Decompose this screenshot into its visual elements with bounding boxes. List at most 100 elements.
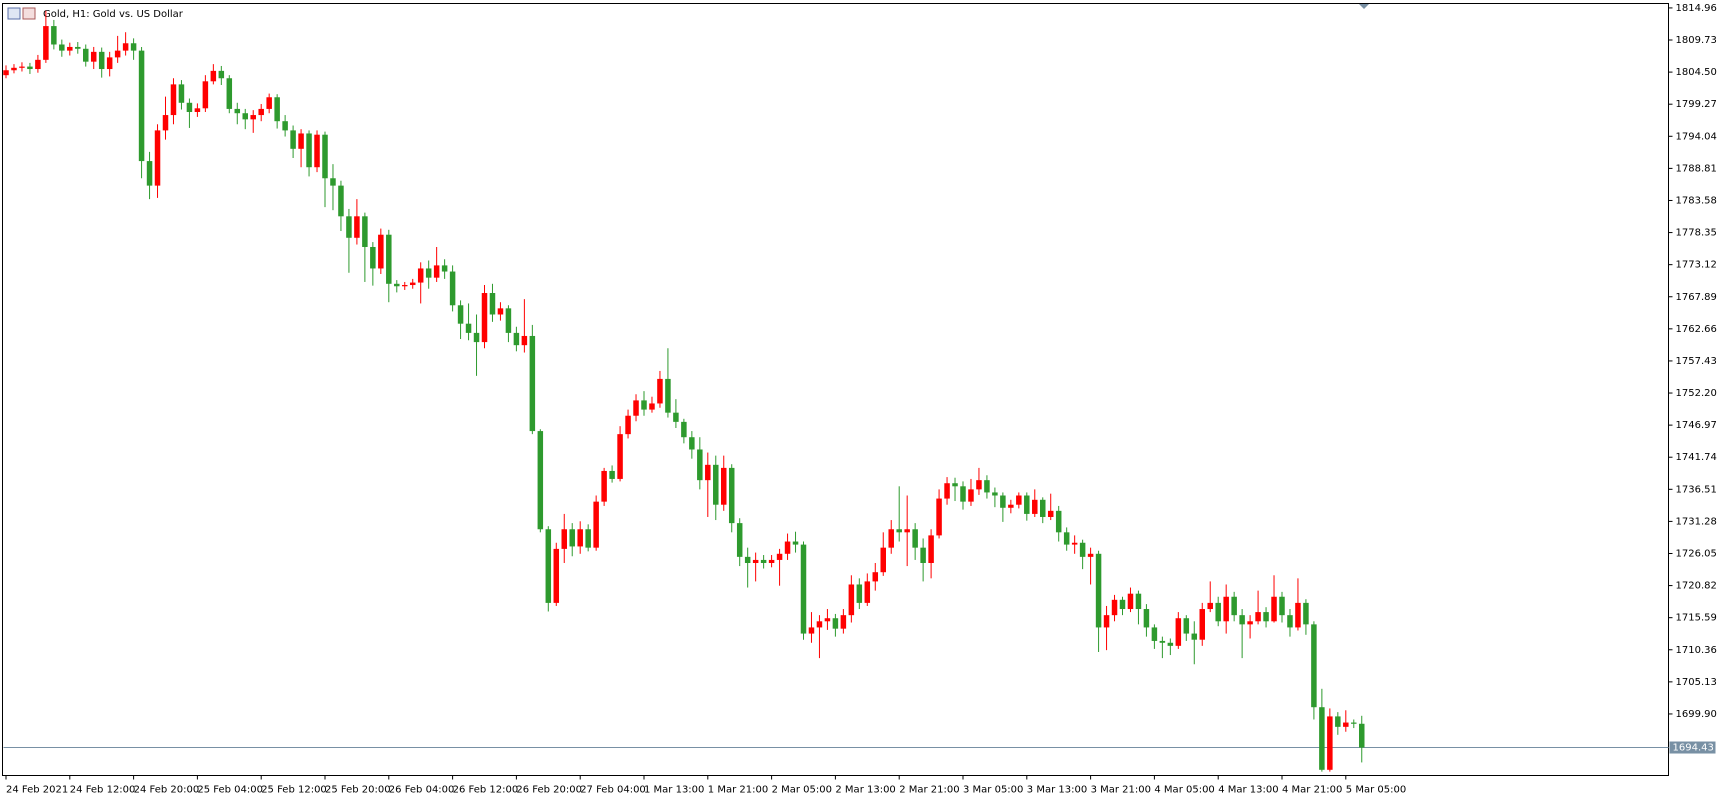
- candle-body: [457, 305, 464, 324]
- candle-body: [402, 285, 408, 287]
- candle-body: [1231, 596, 1237, 616]
- candle-body: [90, 51, 97, 62]
- candle-body: [673, 412, 679, 422]
- candle-body: [609, 470, 615, 479]
- candle-body: [170, 84, 177, 116]
- y-tick-label: 1799.27: [1676, 99, 1717, 110]
- x-tick-label: 1 Mar 21:00: [708, 785, 768, 796]
- candle-body: [784, 541, 791, 554]
- candle-body: [1295, 602, 1301, 628]
- candle-body: [593, 501, 599, 548]
- candle-body: [1247, 621, 1253, 625]
- y-tick-label: 1746.97: [1676, 420, 1717, 431]
- candle-body: [625, 415, 631, 435]
- x-tick-label: 25 Feb 04:00: [197, 785, 263, 796]
- candle-body: [800, 544, 807, 634]
- candle-body: [242, 113, 248, 120]
- candle-body: [114, 50, 121, 58]
- candle-body: [888, 529, 894, 548]
- x-tick-label: 24 Feb 20:00: [134, 785, 200, 796]
- candle-body: [274, 97, 280, 122]
- candle-body: [744, 556, 751, 564]
- candle-body: [808, 627, 815, 634]
- candle-body: [936, 498, 942, 536]
- candle-body: [51, 26, 57, 45]
- candle-body: [19, 66, 25, 68]
- x-tick-label: 4 Mar 21:00: [1282, 785, 1342, 796]
- y-tick-label: 1710.36: [1676, 645, 1717, 656]
- candle-body: [330, 178, 336, 186]
- candle-body: [394, 283, 400, 287]
- candle-body: [473, 332, 480, 343]
- candle-body: [992, 492, 998, 496]
- candle-body: [354, 216, 360, 238]
- candle-body: [1303, 602, 1309, 625]
- y-tick-label: 1794.04: [1676, 131, 1717, 142]
- candle-body: [649, 403, 655, 410]
- candle-body: [848, 584, 855, 616]
- y-tick-label: 1715.59: [1676, 613, 1717, 624]
- candle-body: [35, 59, 41, 70]
- candle-body: [537, 431, 544, 530]
- candle-body: [1000, 495, 1006, 508]
- candle-body: [202, 81, 209, 109]
- candle-body: [441, 265, 448, 272]
- candle-body: [386, 234, 392, 284]
- x-tick-label: 5 Mar 05:00: [1346, 785, 1406, 796]
- candle-body: [1255, 612, 1261, 622]
- x-tick-label: 25 Feb 12:00: [261, 785, 327, 796]
- x-tick-label: 3 Mar 21:00: [1091, 785, 1151, 796]
- candle-body: [1079, 542, 1086, 557]
- x-tick-label: 25 Feb 20:00: [325, 785, 391, 796]
- candle-body: [1071, 542, 1078, 545]
- y-tick-label: 1731.28: [1676, 516, 1717, 527]
- candle-body: [553, 548, 560, 603]
- candle-body: [728, 467, 735, 524]
- candle-body: [138, 50, 145, 162]
- candle-body: [1351, 722, 1357, 724]
- candle-body: [1087, 553, 1094, 557]
- x-tick-label: 3 Mar 05:00: [963, 785, 1023, 796]
- y-tick-label: 1705.13: [1676, 677, 1717, 688]
- candle-body: [250, 115, 256, 120]
- candle-body: [1127, 593, 1134, 610]
- candle-body: [1032, 499, 1038, 514]
- candle-body: [1343, 722, 1349, 727]
- y-tick-label: 1767.89: [1676, 292, 1717, 303]
- candle-body: [1055, 510, 1062, 533]
- candle-body: [282, 121, 288, 131]
- candle-body: [832, 618, 839, 629]
- candle-body: [1191, 633, 1198, 640]
- candle-body: [545, 529, 552, 603]
- candle-body: [665, 378, 671, 413]
- candle-body: [210, 70, 217, 82]
- candle-body: [425, 268, 432, 278]
- candle-body: [314, 134, 320, 168]
- candle-body: [1199, 609, 1205, 640]
- candle-body: [1040, 499, 1046, 517]
- candle-body: [633, 400, 639, 416]
- candle-body: [944, 483, 950, 499]
- price-tag-label: 1694.43: [1673, 743, 1714, 754]
- candle-body: [505, 308, 512, 333]
- candle-body: [697, 449, 703, 481]
- candle-body: [178, 84, 185, 103]
- candle-body: [760, 559, 767, 564]
- candle-body: [122, 43, 129, 51]
- candle-body: [577, 529, 583, 547]
- candle-body: [1008, 504, 1014, 508]
- price-tag: [1669, 741, 1716, 754]
- chart-title: Gold, H1: Gold vs. US Dollar: [43, 9, 184, 20]
- candle-body: [689, 437, 695, 450]
- candle-body: [928, 535, 934, 564]
- candle-body: [1183, 618, 1190, 634]
- candle-body: [561, 529, 567, 549]
- candle-body: [417, 268, 424, 283]
- candle-body: [1271, 596, 1277, 622]
- candle-body: [681, 421, 687, 438]
- y-tick-label: 1788.81: [1676, 163, 1717, 174]
- candle-body: [1063, 532, 1070, 545]
- candle-body: [1335, 716, 1341, 727]
